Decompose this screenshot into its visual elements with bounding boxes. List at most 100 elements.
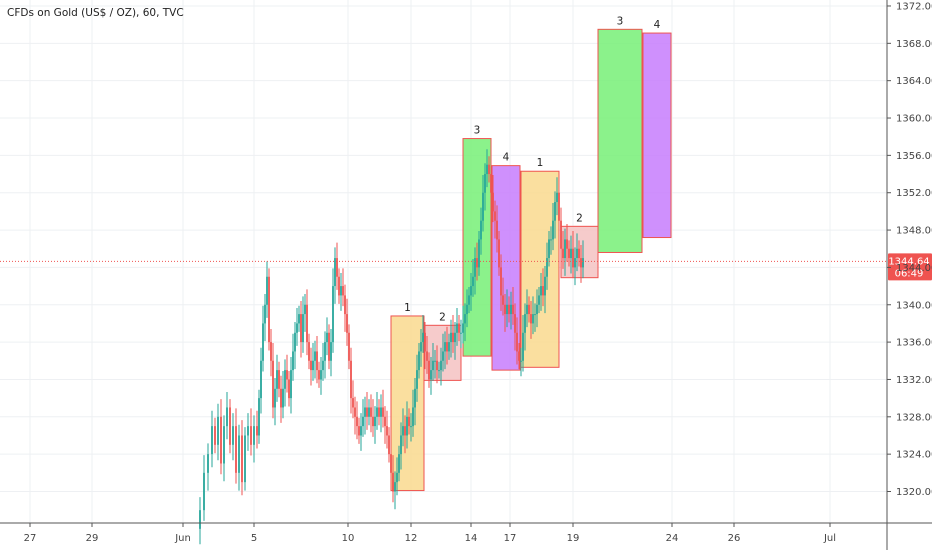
candle-body (412, 407, 414, 427)
candle-body (480, 220, 482, 240)
candle-body (524, 314, 526, 333)
candle-body (207, 454, 209, 473)
candle-body (223, 426, 225, 464)
candle-body (272, 360, 274, 408)
current-price-badge (888, 253, 932, 281)
candle-body (260, 360, 262, 399)
candle-body (546, 258, 548, 277)
y-tick-label: 1372.00 (896, 1, 932, 12)
candle-body (214, 426, 216, 445)
candle-body (360, 426, 362, 436)
candle-body (284, 370, 286, 389)
y-tick-label: 1320.00 (896, 487, 932, 498)
y-tick-label: 1360.00 (896, 114, 932, 125)
candle-body (434, 360, 436, 362)
candle-body (432, 360, 434, 371)
candle-body (492, 192, 494, 212)
candle-body (414, 388, 416, 408)
candle-body (570, 248, 572, 259)
y-tick-label: 1368.00 (896, 39, 932, 50)
candle-body (496, 220, 498, 240)
x-tick-label: 19 (567, 533, 580, 544)
candle-body (440, 360, 442, 371)
candle-body (508, 304, 510, 315)
candle-body (470, 286, 472, 296)
countdown-label: 06:49 (895, 268, 924, 279)
candle-body (534, 314, 536, 316)
candle-body (262, 323, 264, 361)
candle-body (358, 426, 360, 436)
grid-layer (0, 0, 887, 523)
box-label-7: 3 (617, 15, 624, 27)
candle-body (344, 295, 346, 315)
y-tick-label: 1324.00 (896, 450, 932, 461)
candle-body (410, 426, 412, 428)
candle-body (540, 286, 542, 296)
candle-body (510, 304, 512, 315)
candle-body (482, 192, 484, 221)
candle-body (552, 220, 554, 240)
candle-body (220, 416, 222, 464)
x-tick-label: 10 (342, 533, 355, 544)
candle-body (300, 314, 302, 343)
y-tick-label: 1344.00 (896, 263, 932, 274)
candle-body (526, 304, 528, 315)
candle-body (450, 332, 452, 343)
candle-body (308, 342, 310, 361)
candle-body (296, 323, 298, 333)
candle-body (430, 370, 432, 380)
candle-body (334, 258, 336, 287)
candle-body (462, 323, 464, 333)
candle-body (258, 398, 260, 436)
candle-body (386, 426, 388, 436)
candle-body (444, 342, 446, 352)
box-label-8: 4 (654, 19, 661, 31)
candle-body (474, 258, 476, 277)
candle-body (560, 220, 562, 249)
candle-body (554, 202, 556, 221)
candle-body (241, 435, 243, 483)
box-8 (642, 32, 672, 239)
candle-body (558, 192, 560, 221)
candle-body (484, 174, 486, 193)
box-7 (597, 28, 643, 253)
box-label-4: 4 (503, 152, 510, 164)
candle-body (566, 239, 568, 249)
candle-body (390, 454, 392, 473)
candle-body (250, 426, 252, 445)
candle-body (350, 360, 352, 399)
candle-body (380, 407, 382, 417)
candle-body (514, 314, 516, 333)
candle-body (244, 435, 246, 483)
candle-body (338, 276, 340, 296)
candle-body (253, 426, 255, 445)
candle-body (418, 351, 420, 371)
y-tick-label: 1356.00 (896, 151, 932, 162)
candle-body (312, 360, 314, 371)
candle-body (464, 314, 466, 324)
candle-body (504, 304, 506, 315)
candle-body (422, 332, 424, 343)
box-label-6: 2 (576, 212, 583, 224)
candle-body (290, 370, 292, 399)
candle-body (352, 398, 354, 408)
candle-body (376, 407, 378, 417)
candle-body (578, 248, 580, 259)
candle-body (466, 304, 468, 315)
candle-body (398, 454, 400, 473)
candle-body (294, 332, 296, 352)
candle-body (454, 332, 456, 343)
candle-body (458, 323, 460, 333)
candle-body (448, 342, 450, 352)
box-5 (520, 170, 560, 368)
candle-body (346, 314, 348, 333)
candle-body (336, 258, 338, 277)
candle-body (518, 351, 520, 361)
candle-body (490, 174, 492, 193)
y-tick-label: 1340.00 (896, 300, 932, 311)
candle-body (382, 407, 384, 417)
x-tick-label: 27 (24, 533, 37, 544)
box-label-5: 1 (537, 157, 544, 169)
